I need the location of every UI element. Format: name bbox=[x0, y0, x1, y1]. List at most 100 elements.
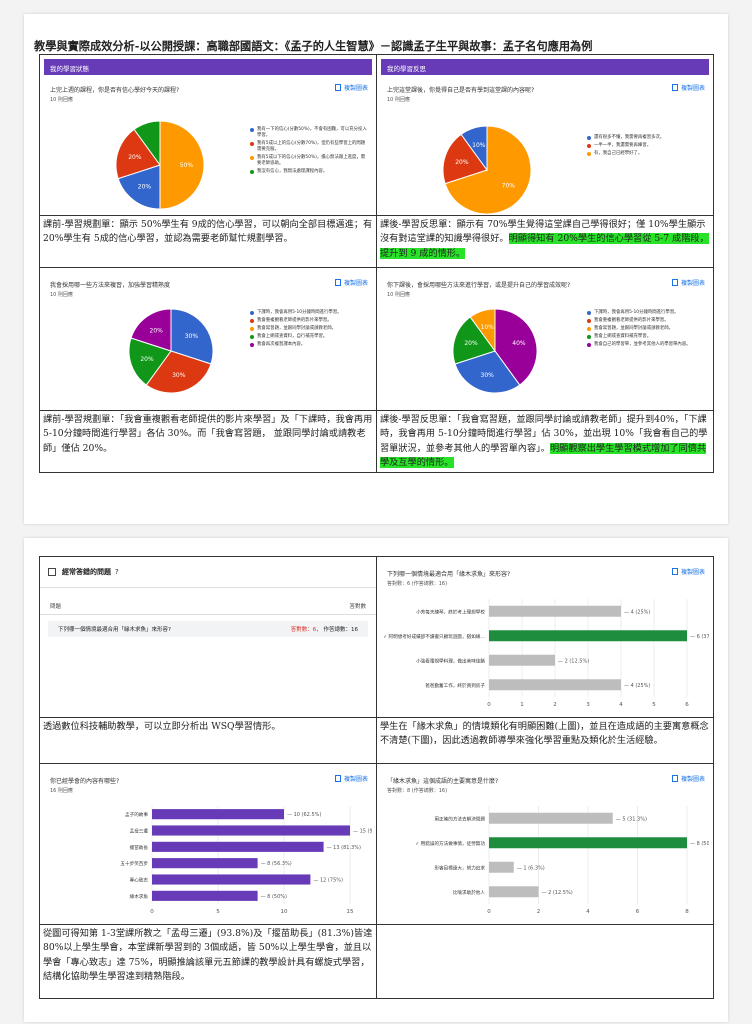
copy-chart-button[interactable]: 複製圖表 bbox=[671, 567, 705, 576]
bar bbox=[489, 886, 539, 898]
tick-label: 0 bbox=[487, 909, 491, 915]
pie-slice bbox=[452, 316, 496, 365]
document-title: 教學與實際成效分析-以公開授課：高職部國語文：《孟子的人生智慧》－認識孟子生平與… bbox=[34, 39, 593, 53]
copy-chart-button[interactable]: 複製圖表 bbox=[671, 278, 705, 287]
legend-swatch bbox=[250, 326, 254, 331]
bar bbox=[489, 679, 621, 691]
slice-label: 30% bbox=[172, 372, 186, 379]
bar bbox=[152, 809, 284, 820]
form-chart-pre-methods: 複製圖表 我會採用哪一些方法來複習，加強學習精熟度 10 則回應 30% 30% 2… bbox=[40, 268, 376, 410]
bar bbox=[489, 654, 555, 666]
copy-icon bbox=[671, 568, 678, 575]
category-label: ✓ 用錯誤的方法做事情，徒勞無功 bbox=[415, 840, 485, 847]
info-icon bbox=[48, 568, 56, 576]
legend-item: 我會重複觀看老師提供的影片來學習。 bbox=[587, 318, 705, 324]
pie-chart: 70% 20% 10% bbox=[442, 125, 532, 215]
tick-label: 3 bbox=[586, 702, 590, 708]
legend-item: 我沒有信心，我無法處理課程內容。 bbox=[250, 169, 368, 175]
legend-swatch bbox=[250, 141, 254, 146]
slice-label: 20% bbox=[455, 159, 469, 166]
legend-swatch bbox=[250, 155, 254, 160]
tick-label: 2 bbox=[553, 702, 557, 708]
legend-swatch bbox=[587, 143, 591, 148]
category-label: 五十步笑百步 bbox=[120, 860, 148, 867]
legend-swatch bbox=[250, 169, 254, 174]
analysis-text-pre-methods: 課前-學習規劃單：「我會重複觀看老師提供的影片來學習」及「下課時，我會再用 5-… bbox=[43, 414, 373, 454]
slice-label: 20% bbox=[140, 356, 154, 363]
pie-slice bbox=[460, 125, 488, 172]
chart-question: 下列哪一個情境最適合用「緣木求魚」來形容? bbox=[387, 571, 511, 578]
legend-label: 我會寫習題，並跟同學討論或請教老師。 bbox=[594, 325, 674, 331]
legend-swatch bbox=[587, 318, 591, 323]
pie-chart: 50% 20% 20% bbox=[115, 120, 205, 210]
response-count: 10 則回應 bbox=[387, 97, 410, 103]
category-label: 孟子的故事 bbox=[125, 811, 148, 818]
legend-item: 我會上網或查資料，自行補充學習。 bbox=[250, 334, 368, 340]
faq-column-correct: 答對數 bbox=[349, 604, 366, 610]
category-label: 小芳每天練琴，終於考上理想學校 bbox=[416, 608, 485, 615]
data-label: — 8 (50%) bbox=[261, 894, 287, 900]
analysis-text-learned: 從圖可得知第 1-3堂課所教之「孟母三遷」(93.8%)及「揠苗助長」(81.3… bbox=[43, 928, 373, 982]
faq-row[interactable]: 下列哪一個情境最適合用「緣木求魚」來形容? 答對數：6， 作答總數：16 bbox=[48, 621, 368, 637]
help-icon[interactable]: ? bbox=[115, 568, 119, 576]
category-label: 孟母三遷 bbox=[130, 828, 149, 835]
chart-question: 你已經學會的內容有哪些? bbox=[50, 778, 120, 785]
data-label: — 8 (50%) bbox=[690, 841, 709, 847]
bar-chart-learned: 複製圖表 你已經學會的內容有哪些? 16 則回應 0 5 10 15 孟子的故事 — 10… bbox=[40, 764, 376, 924]
pie-slice bbox=[469, 308, 496, 353]
legend-label: 我有一下的信心(分數50%)，不會有困難，可以充分投入學習。 bbox=[257, 127, 367, 138]
pie-slice bbox=[159, 120, 205, 210]
tick-label: 5 bbox=[652, 702, 656, 708]
bar bbox=[489, 837, 687, 849]
legend-item: 我會自己的學習單，並參考其他人的學習單內容。 bbox=[587, 342, 705, 348]
legend-label: 我會上網或查資料，自行補充學習。 bbox=[257, 333, 328, 339]
pie-slice bbox=[494, 308, 538, 386]
slice-label: 50% bbox=[180, 162, 194, 169]
response-count: 10 則回應 bbox=[387, 292, 410, 298]
copy-chart-button[interactable]: 複製圖表 bbox=[671, 83, 705, 92]
legend-swatch bbox=[250, 318, 254, 323]
response-count: 10 則回應 bbox=[50, 97, 73, 103]
copy-chart-button[interactable]: 複製圖表 bbox=[334, 83, 368, 92]
data-label: — 5 (31.3%) bbox=[616, 816, 647, 822]
legend-swatch bbox=[587, 334, 591, 339]
faq-column-question: 問題 bbox=[50, 604, 62, 610]
document-page-2: 經常答錯的問題? 問題 答對數 下列哪一個情境最適合用「緣木求魚」來形容? 答對數：… bbox=[24, 538, 728, 1022]
bar bbox=[152, 874, 311, 885]
copy-chart-button[interactable]: 複製圖表 bbox=[671, 774, 705, 783]
slice-label: 30% bbox=[481, 372, 495, 379]
slice-label: 20% bbox=[128, 154, 142, 161]
response-count: 答對數：8 (作答總數：16) bbox=[387, 788, 448, 794]
legend-label: 下課時，我會再用5-10分鐘時間進行學習。 bbox=[594, 310, 679, 315]
slice-label: 10% bbox=[481, 324, 495, 331]
data-label: — 4 (25%) bbox=[624, 683, 650, 689]
copy-chart-button[interactable]: 複製圖表 bbox=[334, 774, 368, 783]
tick-label: 0 bbox=[150, 909, 154, 915]
form-section-header: 我的學習狀態 bbox=[44, 59, 372, 75]
legend-label: 我會寫習題，並跟同學討論或請教老師。 bbox=[257, 325, 337, 331]
legend-label: 我會自己的學習單，並參考其他人的學習單內容。 bbox=[594, 341, 691, 347]
legend-item: 還有很多不懂，我需要再複習多次。 bbox=[587, 135, 705, 141]
tick-label: 1 bbox=[520, 702, 524, 708]
analysis-table-1: 我的學習狀態 複製圖表 上完上週的課程，你是否有信心學好今天的課程? 10 則回… bbox=[39, 54, 714, 473]
copy-chart-button[interactable]: 複製圖表 bbox=[334, 278, 368, 287]
analysis-text-post-methods: 課後-學習反思單：「我會寫習題，並跟同學討論或請教老師」提升到40%，「下課時，… bbox=[380, 414, 708, 468]
form-chart-pre-confidence: 我的學習狀態 複製圖表 上完上週的課程，你是否有信心學好今天的課程? 10 則回… bbox=[40, 55, 376, 215]
legend-swatch bbox=[587, 342, 591, 347]
bar bbox=[152, 890, 258, 901]
category-label: 用正確的方法去解決問題 bbox=[434, 815, 485, 822]
bar bbox=[489, 861, 514, 873]
copy-icon bbox=[671, 84, 678, 91]
chart-legend: 我有一下的信心(分數50%)，不會有困難，可以充分投入學習。 我有5成以上的信心(… bbox=[250, 127, 368, 177]
chart-question: 上完上週的課程，你是否有信心學好今天的課程? bbox=[50, 87, 180, 94]
data-label: — 2 (12.5%) bbox=[558, 658, 589, 664]
legend-item: 我會重複觀看老師提供的影片來學習。 bbox=[250, 318, 368, 324]
legend-swatch bbox=[587, 326, 591, 331]
legend-label: 下課時，我會再用5-10分鐘時間進行學習。 bbox=[257, 310, 342, 315]
response-count: 10 則回應 bbox=[50, 292, 73, 298]
chart-question: 我會採用哪一些方法來複習，加強學習精熟度 bbox=[50, 282, 171, 289]
pie-slice bbox=[444, 125, 532, 215]
pie-slice bbox=[454, 350, 521, 394]
pie-slice bbox=[117, 164, 161, 210]
chart-legend: 下課時，我會再用5-10分鐘時間進行學習。 我會重複觀看老師提供的影片來學習。 我會… bbox=[250, 310, 368, 350]
